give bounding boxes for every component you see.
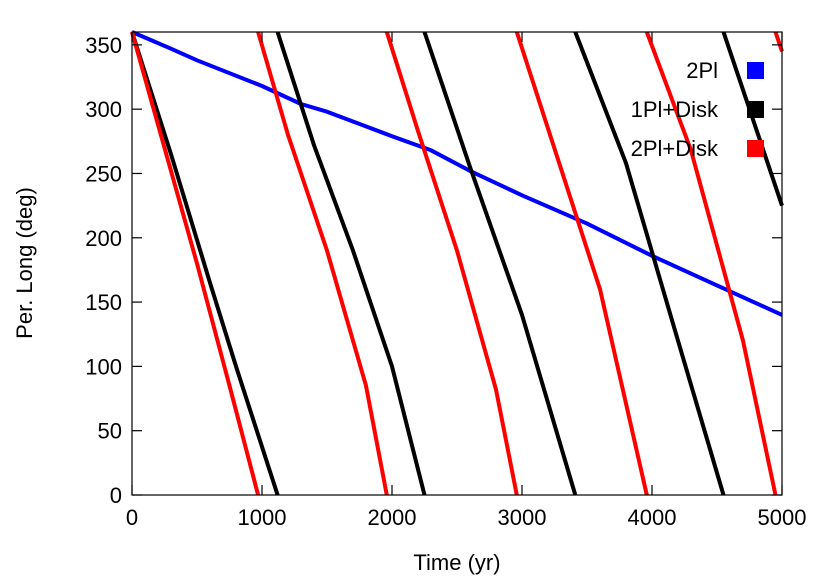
x-tick-label: 4000 (628, 505, 677, 530)
x-tick-label: 3000 (498, 505, 547, 530)
y-tick-label: 350 (85, 33, 122, 58)
y-tick-label: 300 (85, 97, 122, 122)
series-line-segment (422, 31, 578, 496)
legend-label: 2Pl (686, 58, 718, 83)
series-2pl (131, 30, 783, 317)
legend-swatch (747, 62, 764, 79)
series-line-segment (721, 31, 784, 207)
plot-frame (131, 31, 783, 496)
y-axis-label: Per. Long (deg) (12, 187, 37, 339)
x-tick-label: 1000 (238, 505, 287, 530)
series-line-segment (514, 31, 649, 496)
series-line-segment (384, 31, 519, 496)
x-tick-label: 2000 (368, 505, 417, 530)
plot-lines (130, 30, 784, 496)
series-line-segment (644, 31, 778, 496)
legend-label: 1Pl+Disk (631, 97, 719, 122)
x-tick-label: 0 (126, 505, 138, 530)
legend-swatch (747, 140, 764, 157)
series-line-segment (130, 31, 280, 496)
y-axis: 0 50 100 150 200 250 300 350 (85, 33, 782, 508)
y-tick-label: 200 (85, 226, 122, 251)
series-1pl-disk (130, 31, 784, 496)
y-tick-label: 50 (98, 419, 122, 444)
y-tick-label: 250 (85, 161, 122, 186)
series-line-segment (130, 31, 261, 496)
x-axis-label: Time (yr) (413, 550, 500, 575)
y-tick-label: 100 (85, 354, 122, 379)
x-axis: 0 1000 2000 3000 4000 5000 (126, 32, 807, 530)
y-tick-label: 0 (110, 483, 122, 508)
legend-item: 2Pl (686, 58, 764, 83)
series-line-segment (275, 31, 427, 496)
series-line-segment (573, 31, 726, 496)
legend-item: 1Pl+Disk (631, 97, 764, 122)
legend-label: 2Pl+Disk (631, 136, 719, 161)
series-line-segment (256, 31, 389, 496)
series-line-segment (773, 31, 784, 52)
legend: 2Pl 1Pl+Disk 2Pl+Disk (631, 58, 764, 161)
legend-item: 2Pl+Disk (631, 136, 764, 161)
legend-swatch (747, 101, 764, 118)
series-line-segment (131, 30, 783, 317)
y-tick-label: 150 (85, 290, 122, 315)
series-2pl-disk (130, 31, 784, 496)
x-tick-label: 5000 (758, 505, 807, 530)
